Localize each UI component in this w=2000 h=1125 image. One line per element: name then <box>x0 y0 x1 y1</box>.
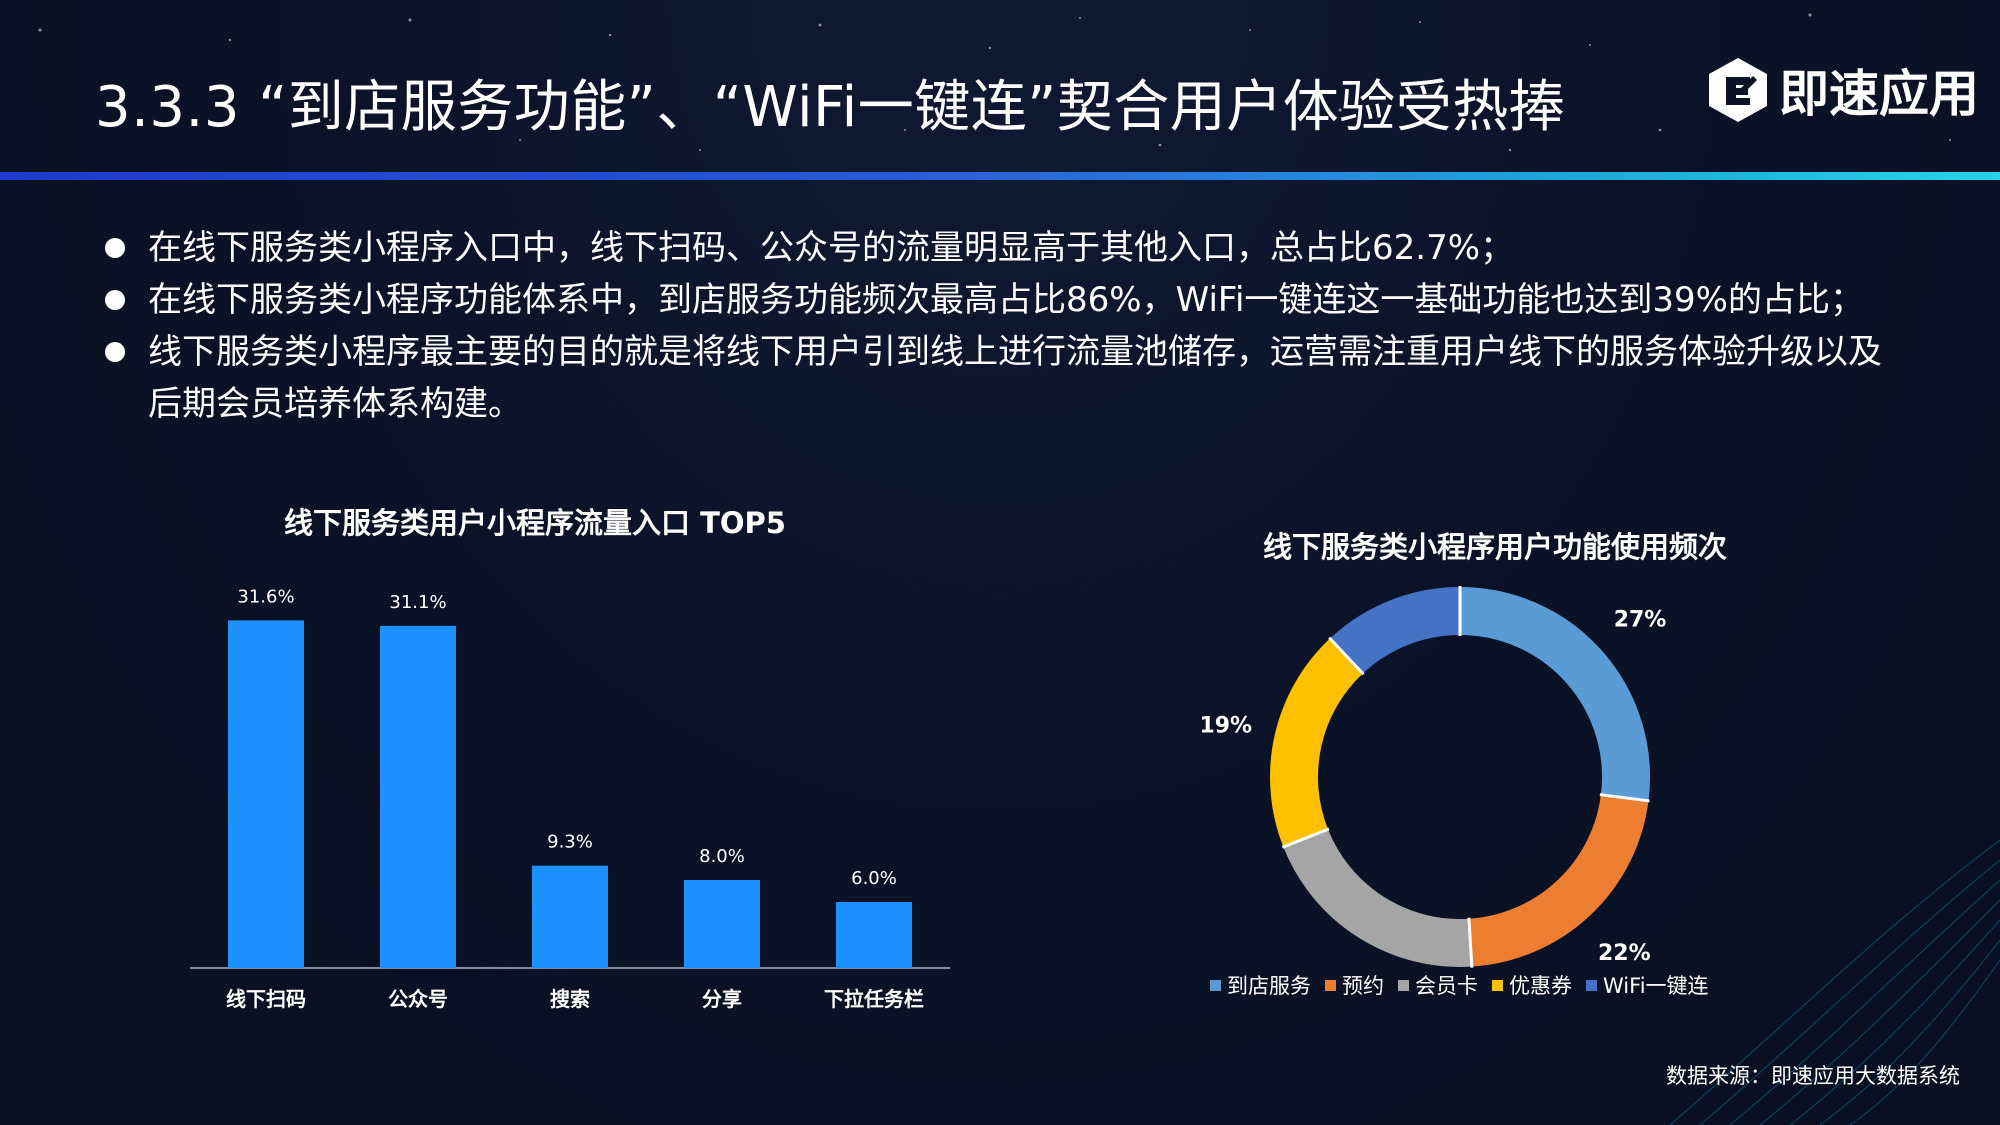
bullet-item: 线下服务类小程序最主要的目的就是将线下用户引到线上进行流量池储存，运营需注重用户… <box>100 326 1900 430</box>
x-tick-label: 分享 <box>702 987 742 1011</box>
bullet-dot-icon <box>105 238 125 258</box>
logo-text: 即速应用 <box>1779 65 1979 123</box>
bullet-dot-icon <box>105 342 125 362</box>
legend-swatch <box>1492 979 1503 991</box>
x-tick-label: 线下扫码 <box>226 987 306 1011</box>
donut-chart-title: 线下服务类小程序用户功能使用频次 <box>1262 530 1727 564</box>
slice-separator <box>1467 917 1474 968</box>
slice-separator <box>1599 793 1650 803</box>
donut-slice <box>1329 587 1461 674</box>
legend-item: 优惠券 <box>1492 970 1572 1000</box>
legend-swatch <box>1398 979 1409 991</box>
bar <box>684 880 760 968</box>
donut-chart: 27%22%20%19%12% <box>1199 586 1667 970</box>
bar-value-label: 6.0% <box>851 868 897 889</box>
donut-slice <box>1283 828 1472 967</box>
bullet-list: 在线下服务类小程序入口中，线下扫码、公众号的流量明显高于其他入口，总占比62.7… <box>100 222 1900 430</box>
legend-label: 优惠券 <box>1509 974 1572 998</box>
donut-slice <box>1459 587 1650 801</box>
legend-swatch <box>1210 979 1221 991</box>
bullet-item: 在线下服务类小程序入口中，线下扫码、公众号的流量明显高于其他入口，总占比62.7… <box>100 222 1900 274</box>
bullet-text: 在线下服务类小程序功能体系中，到店服务功能频次最高占比86%，WiFi一键连这一… <box>148 280 1864 320</box>
slice-value-label: 27% <box>1614 607 1667 632</box>
slice-value-label: 19% <box>1199 714 1252 739</box>
bar-chart-title: 线下服务类用户小程序流量入口 TOP5 <box>284 506 786 540</box>
donut-legend: 到店服务 预约 会员卡 优惠券 WiFi一键连 <box>1210 970 1770 1000</box>
legend-item: 会员卡 <box>1398 970 1478 1000</box>
legend-label: 会员卡 <box>1415 974 1478 998</box>
page-title: 3.3.3 “到店服务功能”、“WiFi一键连”契合用户体验受热捧 <box>95 75 1566 140</box>
bar-value-label: 31.6% <box>237 586 294 607</box>
slice-separator <box>1328 636 1365 676</box>
bullet-text: 线下服务类小程序最主要的目的就是将线下用户引到线上进行流量池储存，运营需注重用户… <box>148 332 1882 424</box>
x-tick-label: 公众号 <box>388 987 448 1011</box>
donut-slice <box>1270 638 1364 847</box>
legend-label: 预约 <box>1342 974 1384 998</box>
bar <box>532 865 608 968</box>
header-divider <box>0 172 2000 180</box>
bar-value-label: 9.3% <box>547 832 593 853</box>
bar-chart: 31.6% 线下扫码 31.1% 公众号 9.3% 搜索 8.0% 分享 6.0% 下拉任务栏 <box>190 586 950 1011</box>
slice-value-label: 22% <box>1598 941 1651 966</box>
slice-value-label: 20% <box>1305 969 1358 970</box>
legend-item: WiFi一键连 <box>1586 970 1709 1000</box>
logo-hexagon-icon <box>1709 58 1767 122</box>
legend-label: 到店服务 <box>1227 974 1311 998</box>
legend-swatch <box>1325 979 1336 991</box>
bar <box>228 620 304 968</box>
legend-item: 到店服务 <box>1210 970 1311 1000</box>
bar <box>380 625 456 968</box>
legend-label: WiFi一键连 <box>1603 974 1709 998</box>
bar-value-label: 31.1% <box>389 592 446 613</box>
bar <box>836 902 912 968</box>
donut-slice <box>1468 794 1649 967</box>
brand-logo: 即速应用 <box>1705 55 1979 125</box>
legend-swatch <box>1586 979 1597 991</box>
bullet-item: 在线下服务类小程序功能体系中，到店服务功能频次最高占比86%，WiFi一键连这一… <box>100 274 1900 326</box>
x-tick-label: 搜索 <box>550 987 590 1011</box>
legend-item: 预约 <box>1325 970 1384 1000</box>
slice-separator <box>1281 827 1330 849</box>
data-source-note: 数据来源：即速应用大数据系统 <box>1666 1064 1960 1088</box>
bar-value-label: 8.0% <box>699 846 745 867</box>
bullet-text: 在线下服务类小程序入口中，线下扫码、公众号的流量明显高于其他入口，总占比62.7… <box>148 228 1515 268</box>
x-tick-label: 下拉任务栏 <box>824 987 924 1011</box>
bullet-dot-icon <box>105 290 125 310</box>
